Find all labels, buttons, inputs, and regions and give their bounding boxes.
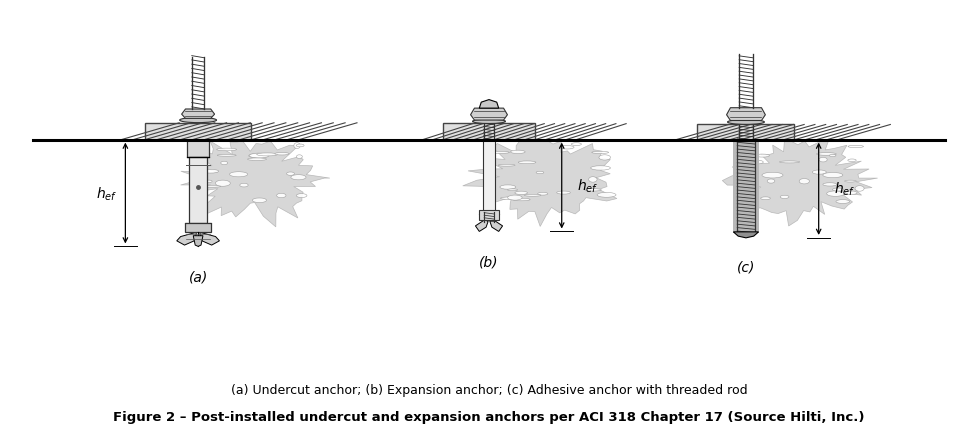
Ellipse shape <box>766 180 774 184</box>
Ellipse shape <box>507 196 522 201</box>
Ellipse shape <box>248 155 267 158</box>
Ellipse shape <box>249 154 269 158</box>
Ellipse shape <box>588 178 597 183</box>
Ellipse shape <box>256 154 277 157</box>
Ellipse shape <box>499 185 515 190</box>
Ellipse shape <box>798 179 809 184</box>
Text: $h_{ef}$: $h_{ef}$ <box>833 181 855 198</box>
Ellipse shape <box>822 173 842 178</box>
Polygon shape <box>193 236 203 247</box>
Ellipse shape <box>761 173 783 178</box>
Ellipse shape <box>812 171 826 175</box>
Text: (b): (b) <box>479 255 498 269</box>
Ellipse shape <box>822 183 836 187</box>
Ellipse shape <box>230 172 247 178</box>
Polygon shape <box>726 108 765 121</box>
Polygon shape <box>182 110 214 119</box>
Ellipse shape <box>835 200 849 204</box>
Ellipse shape <box>556 192 570 194</box>
Polygon shape <box>470 109 507 121</box>
Ellipse shape <box>818 158 827 163</box>
Ellipse shape <box>831 189 842 191</box>
Ellipse shape <box>760 197 770 200</box>
Ellipse shape <box>727 120 764 125</box>
Ellipse shape <box>296 194 307 198</box>
Ellipse shape <box>514 192 527 195</box>
Polygon shape <box>479 100 498 109</box>
Ellipse shape <box>275 153 289 156</box>
Ellipse shape <box>490 152 509 154</box>
Bar <box>145 123 251 140</box>
Ellipse shape <box>500 197 521 200</box>
Ellipse shape <box>844 191 856 195</box>
Ellipse shape <box>854 186 864 192</box>
Ellipse shape <box>221 162 228 165</box>
Ellipse shape <box>571 143 581 146</box>
Text: (a): (a) <box>189 270 207 284</box>
Polygon shape <box>722 141 876 227</box>
Bar <box>190 158 206 224</box>
Polygon shape <box>489 220 502 232</box>
Ellipse shape <box>247 158 266 161</box>
Polygon shape <box>462 141 616 227</box>
Ellipse shape <box>755 155 769 158</box>
Ellipse shape <box>535 172 543 174</box>
Text: (c): (c) <box>736 260 754 273</box>
Ellipse shape <box>286 173 294 176</box>
Ellipse shape <box>290 175 306 181</box>
Ellipse shape <box>780 196 788 199</box>
Bar <box>483 140 494 214</box>
Ellipse shape <box>828 155 835 157</box>
Ellipse shape <box>252 198 267 203</box>
Ellipse shape <box>591 152 608 154</box>
Bar <box>479 210 498 220</box>
Text: $h_{ef}$: $h_{ef}$ <box>576 178 598 195</box>
Ellipse shape <box>296 155 302 159</box>
Ellipse shape <box>597 193 616 198</box>
Bar <box>188 140 208 158</box>
Ellipse shape <box>584 189 601 191</box>
Ellipse shape <box>202 186 221 188</box>
Bar <box>697 125 793 140</box>
Bar <box>186 224 210 233</box>
Ellipse shape <box>816 153 835 156</box>
Ellipse shape <box>510 151 525 154</box>
Bar <box>733 140 758 233</box>
Ellipse shape <box>779 161 799 164</box>
Ellipse shape <box>205 181 212 183</box>
Ellipse shape <box>497 165 515 167</box>
Ellipse shape <box>215 181 230 187</box>
Ellipse shape <box>507 189 517 191</box>
Ellipse shape <box>296 145 304 148</box>
Text: (a) Undercut anchor; (b) Expansion anchor; (c) Adhesive anchor with threaded rod: (a) Undercut anchor; (b) Expansion ancho… <box>231 383 746 396</box>
Ellipse shape <box>524 195 540 197</box>
Ellipse shape <box>537 193 547 196</box>
Ellipse shape <box>847 160 855 162</box>
Ellipse shape <box>217 155 236 157</box>
Text: Figure 2 – Post-installed undercut and expansion anchors per ACI 318 Chapter 17 : Figure 2 – Post-installed undercut and e… <box>113 410 864 423</box>
Polygon shape <box>177 233 196 246</box>
Ellipse shape <box>293 143 300 149</box>
Polygon shape <box>200 233 219 246</box>
Ellipse shape <box>217 149 236 151</box>
Ellipse shape <box>472 120 505 124</box>
Polygon shape <box>733 232 758 238</box>
Ellipse shape <box>202 170 219 174</box>
Text: $h_{ef}$: $h_{ef}$ <box>96 185 117 202</box>
Ellipse shape <box>276 194 285 198</box>
Ellipse shape <box>747 161 762 164</box>
Ellipse shape <box>598 155 610 161</box>
Ellipse shape <box>512 199 530 201</box>
Ellipse shape <box>518 161 535 164</box>
Ellipse shape <box>847 146 863 148</box>
Polygon shape <box>475 220 488 232</box>
Ellipse shape <box>826 191 843 197</box>
Ellipse shape <box>590 166 610 171</box>
Ellipse shape <box>239 184 248 187</box>
Ellipse shape <box>180 118 216 123</box>
Bar <box>443 124 534 140</box>
Ellipse shape <box>844 181 856 183</box>
Polygon shape <box>181 141 329 227</box>
Ellipse shape <box>559 146 573 150</box>
